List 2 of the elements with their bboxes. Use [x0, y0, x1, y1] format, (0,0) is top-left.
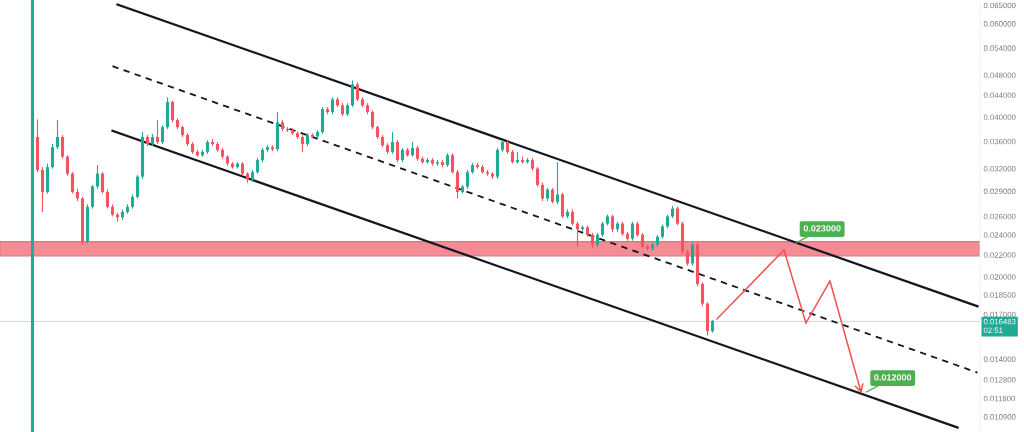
annotation: 0.023000 — [803, 225, 841, 232]
annotation: 0.012000 — [874, 374, 912, 381]
